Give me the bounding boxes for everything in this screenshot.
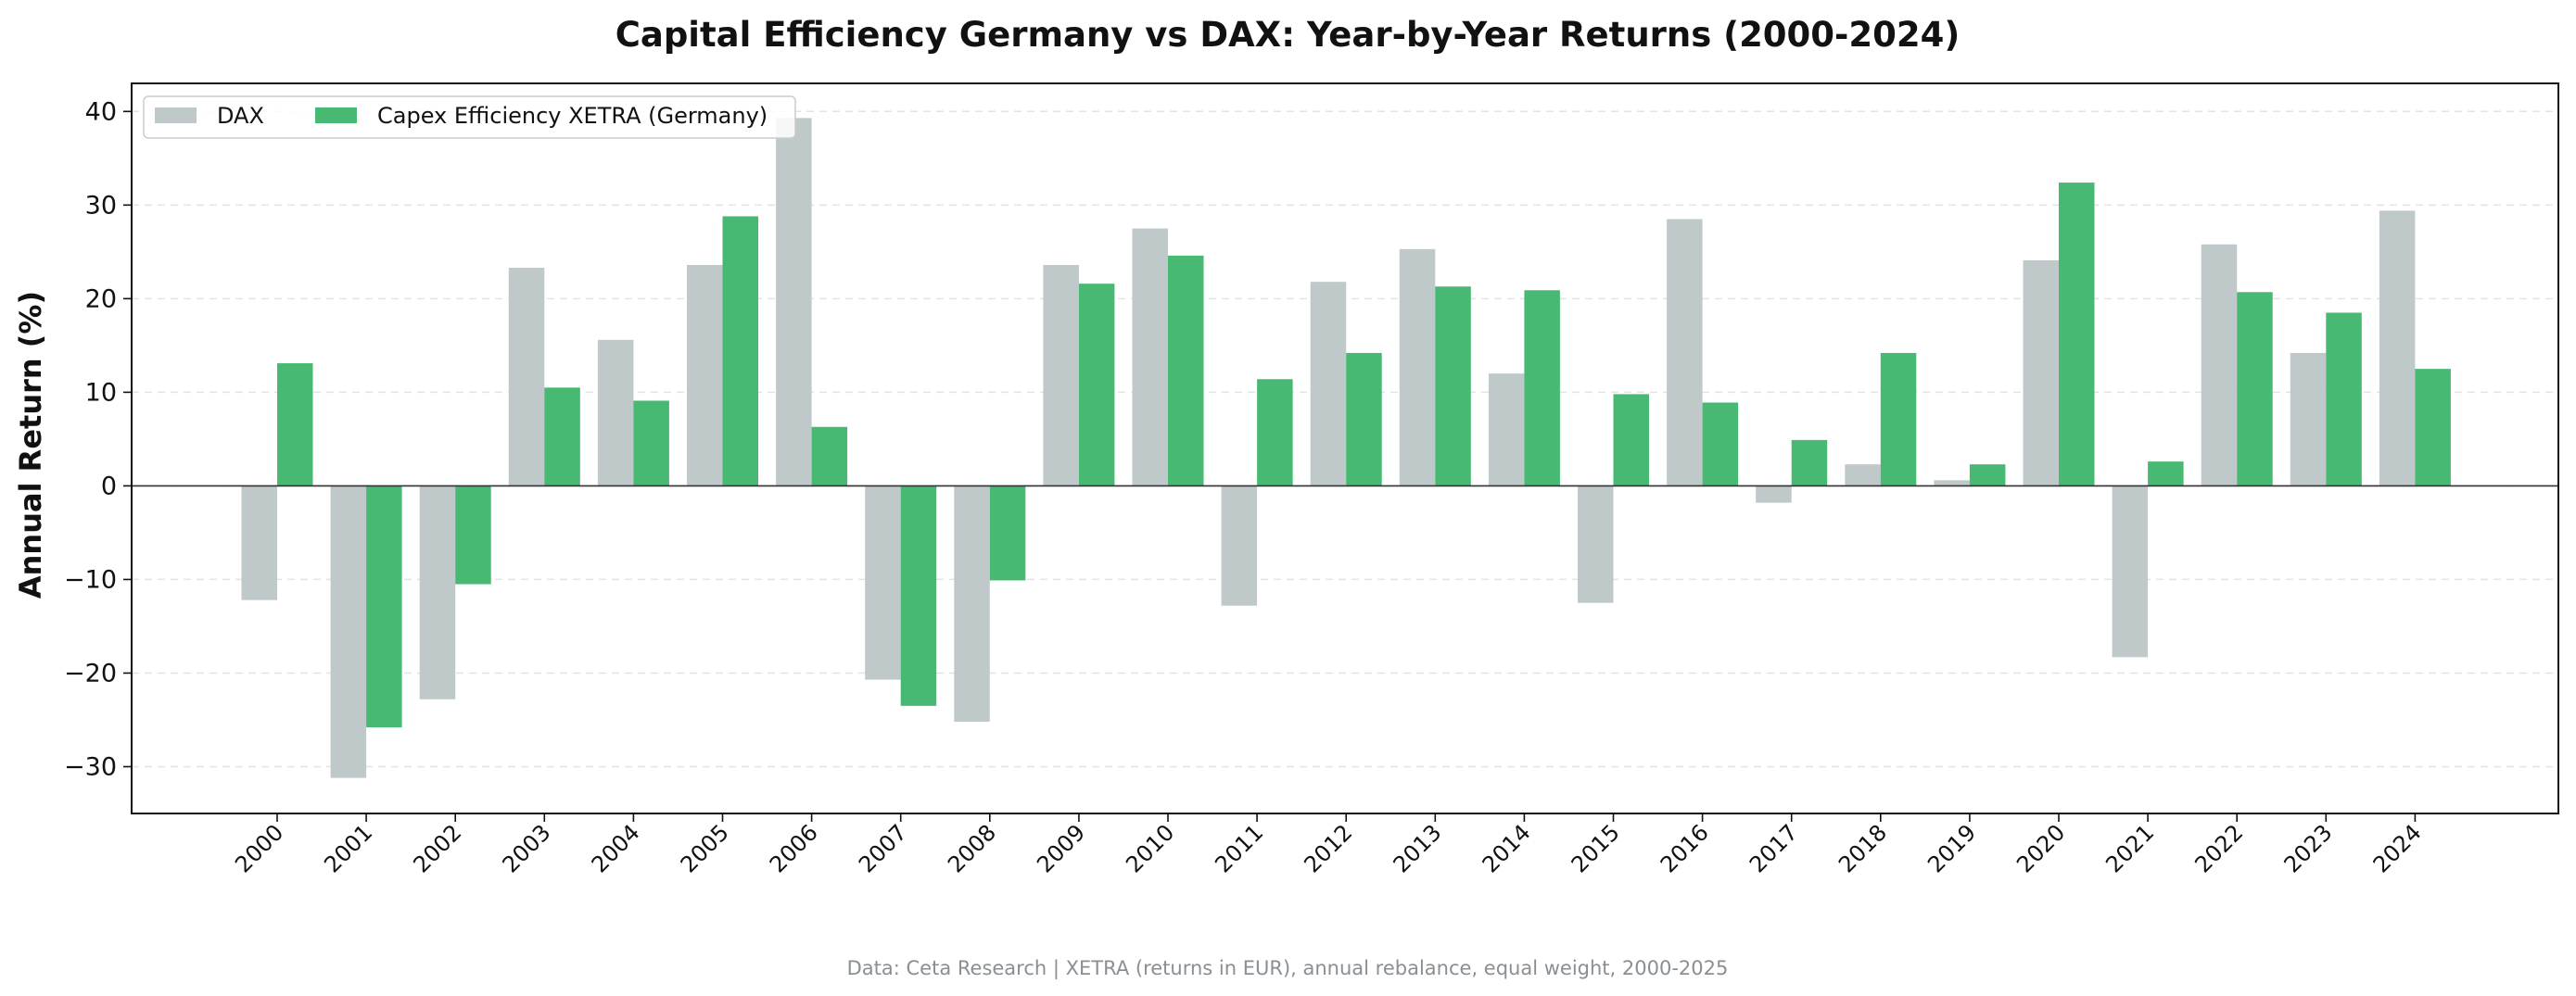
bar-dax-2018 <box>1845 464 1881 486</box>
bar-dax-2013 <box>1399 248 1436 486</box>
x-tick-label: 2021 <box>2100 819 2159 877</box>
bar-capex-efficiency-xetra-germany-2007 <box>900 485 937 706</box>
bar-dax-2012 <box>1310 282 1347 486</box>
bar-capex-efficiency-xetra-germany-2015 <box>1613 394 1649 486</box>
x-tick-label: 2014 <box>1478 819 1536 877</box>
bar-dax-2023 <box>2290 352 2327 486</box>
legend: DAX Capex Efficiency XETRA (Germany) <box>143 95 796 139</box>
legend-label-dax: DAX <box>217 103 264 129</box>
y-axis-label: Annual Return (%) <box>13 291 48 599</box>
legend-box <box>143 95 796 139</box>
bar-dax-2021 <box>2112 485 2149 658</box>
bar-capex-efficiency-xetra-germany-2000 <box>277 363 313 486</box>
bar-capex-efficiency-xetra-germany-2006 <box>811 426 848 486</box>
x-tick-label: 2015 <box>1567 819 1625 877</box>
bar-capex-efficiency-xetra-germany-2009 <box>1078 284 1115 486</box>
x-tick-label: 2008 <box>943 819 1001 877</box>
bar-dax-2000 <box>241 485 277 600</box>
y-tick-label: 30 <box>85 191 117 220</box>
bar-capex-efficiency-xetra-germany-2002 <box>455 485 491 585</box>
x-tick-label: 2004 <box>587 819 645 877</box>
x-tick-label: 2005 <box>676 819 734 877</box>
bar-dax-2016 <box>1667 219 1703 486</box>
x-tick-label: 2007 <box>854 819 912 877</box>
bar-dax-2011 <box>1221 485 1258 606</box>
x-tick-label: 2020 <box>2011 819 2070 877</box>
y-tick-label: −10 <box>64 565 117 594</box>
x-tick-label: 2001 <box>319 819 377 877</box>
bar-dax-2007 <box>865 485 901 680</box>
bar-dax-2001 <box>330 485 367 778</box>
y-axis-ticks: −30 −20 −10 0 10 20 30 40 <box>64 97 132 781</box>
bar-dax-2022 <box>2201 244 2238 486</box>
bar-dax-2004 <box>597 339 634 486</box>
bar-capex-efficiency-xetra-germany-2024 <box>2415 369 2451 486</box>
chart-title: Capital Efficiency Germany vs DAX: Year-… <box>615 15 1961 55</box>
bar-dax-2024 <box>2379 210 2416 486</box>
x-tick-label: 2017 <box>1745 819 1803 877</box>
legend-swatch-dax <box>155 107 197 123</box>
bar-dax-2017 <box>1756 485 1792 503</box>
x-tick-label: 2003 <box>498 819 556 877</box>
bar-capex-efficiency-xetra-germany-2003 <box>544 387 580 486</box>
x-tick-label: 2012 <box>1299 819 1357 877</box>
bar-dax-2005 <box>687 264 723 486</box>
bar-capex-efficiency-xetra-germany-2011 <box>1257 379 1293 486</box>
x-tick-label: 2011 <box>1210 819 1268 877</box>
x-tick-label: 2019 <box>1922 819 1981 877</box>
bar-capex-efficiency-xetra-germany-2016 <box>1702 402 1739 486</box>
x-tick-label: 2022 <box>2189 819 2248 877</box>
y-tick-label: 20 <box>85 284 117 313</box>
bar-capex-efficiency-xetra-germany-2010 <box>1168 255 1204 486</box>
bar-capex-efficiency-xetra-germany-2008 <box>989 485 1026 581</box>
x-tick-label: 2016 <box>1656 819 1714 877</box>
bar-capex-efficiency-xetra-germany-2022 <box>2237 292 2273 486</box>
x-tick-label: 2009 <box>1032 819 1090 877</box>
bar-dax-2014 <box>1488 373 1525 486</box>
bar-dax-2008 <box>954 485 990 722</box>
x-tick-label: 2013 <box>1389 819 1447 877</box>
footer-note: Data: Ceta Research | XETRA (returns in … <box>847 957 1729 980</box>
y-tick-label: 10 <box>85 378 117 407</box>
bar-capex-efficiency-xetra-germany-2005 <box>722 216 758 486</box>
bars <box>241 118 2451 778</box>
x-tick-label: 2010 <box>1121 819 1179 877</box>
x-tick-label: 2002 <box>408 819 466 877</box>
bar-dax-2015 <box>1578 485 1614 603</box>
bar-capex-efficiency-xetra-germany-2004 <box>633 400 669 486</box>
bar-capex-efficiency-xetra-germany-2020 <box>2059 183 2095 486</box>
x-tick-label: 2018 <box>1834 819 1892 877</box>
legend-swatch-capex-efficiency <box>315 107 357 123</box>
bar-dax-2020 <box>2023 259 2059 486</box>
y-tick-label: −20 <box>64 659 117 687</box>
bar-capex-efficiency-xetra-germany-2014 <box>1524 290 1560 486</box>
plot-frame <box>131 82 2559 814</box>
bar-capex-efficiency-xetra-germany-2012 <box>1346 352 1382 486</box>
bar-capex-efficiency-xetra-germany-2021 <box>2148 461 2184 486</box>
bar-dax-2006 <box>776 118 812 486</box>
bar-capex-efficiency-xetra-germany-2013 <box>1435 286 1471 486</box>
x-tick-label: 2024 <box>2368 819 2427 877</box>
x-tick-label: 2023 <box>2279 819 2338 877</box>
y-tick-label: −30 <box>64 752 117 781</box>
bar-capex-efficiency-xetra-germany-2017 <box>1791 439 1828 486</box>
y-tick-label: 40 <box>85 97 117 126</box>
bar-dax-2002 <box>419 485 456 700</box>
bar-dax-2003 <box>508 268 545 486</box>
x-tick-label: 2006 <box>765 819 823 877</box>
legend-label-capex-efficiency: Capex Efficiency XETRA (Germany) <box>377 103 768 129</box>
bar-dax-2009 <box>1043 264 1079 486</box>
bar-capex-efficiency-xetra-germany-2019 <box>1969 464 2006 486</box>
y-tick-label: 0 <box>101 472 117 500</box>
bar-dax-2019 <box>1934 480 1970 486</box>
bar-capex-efficiency-xetra-germany-2018 <box>1880 352 1917 486</box>
x-axis-ticks: 2000 2001 2002 2003 2004 2005 2006 2007 2008 2009… <box>230 813 2427 877</box>
bar-capex-efficiency-xetra-germany-2001 <box>366 485 402 728</box>
bar-capex-efficiency-xetra-germany-2023 <box>2326 312 2362 486</box>
bar-dax-2010 <box>1132 228 1168 486</box>
x-tick-label: 2000 <box>230 819 288 877</box>
